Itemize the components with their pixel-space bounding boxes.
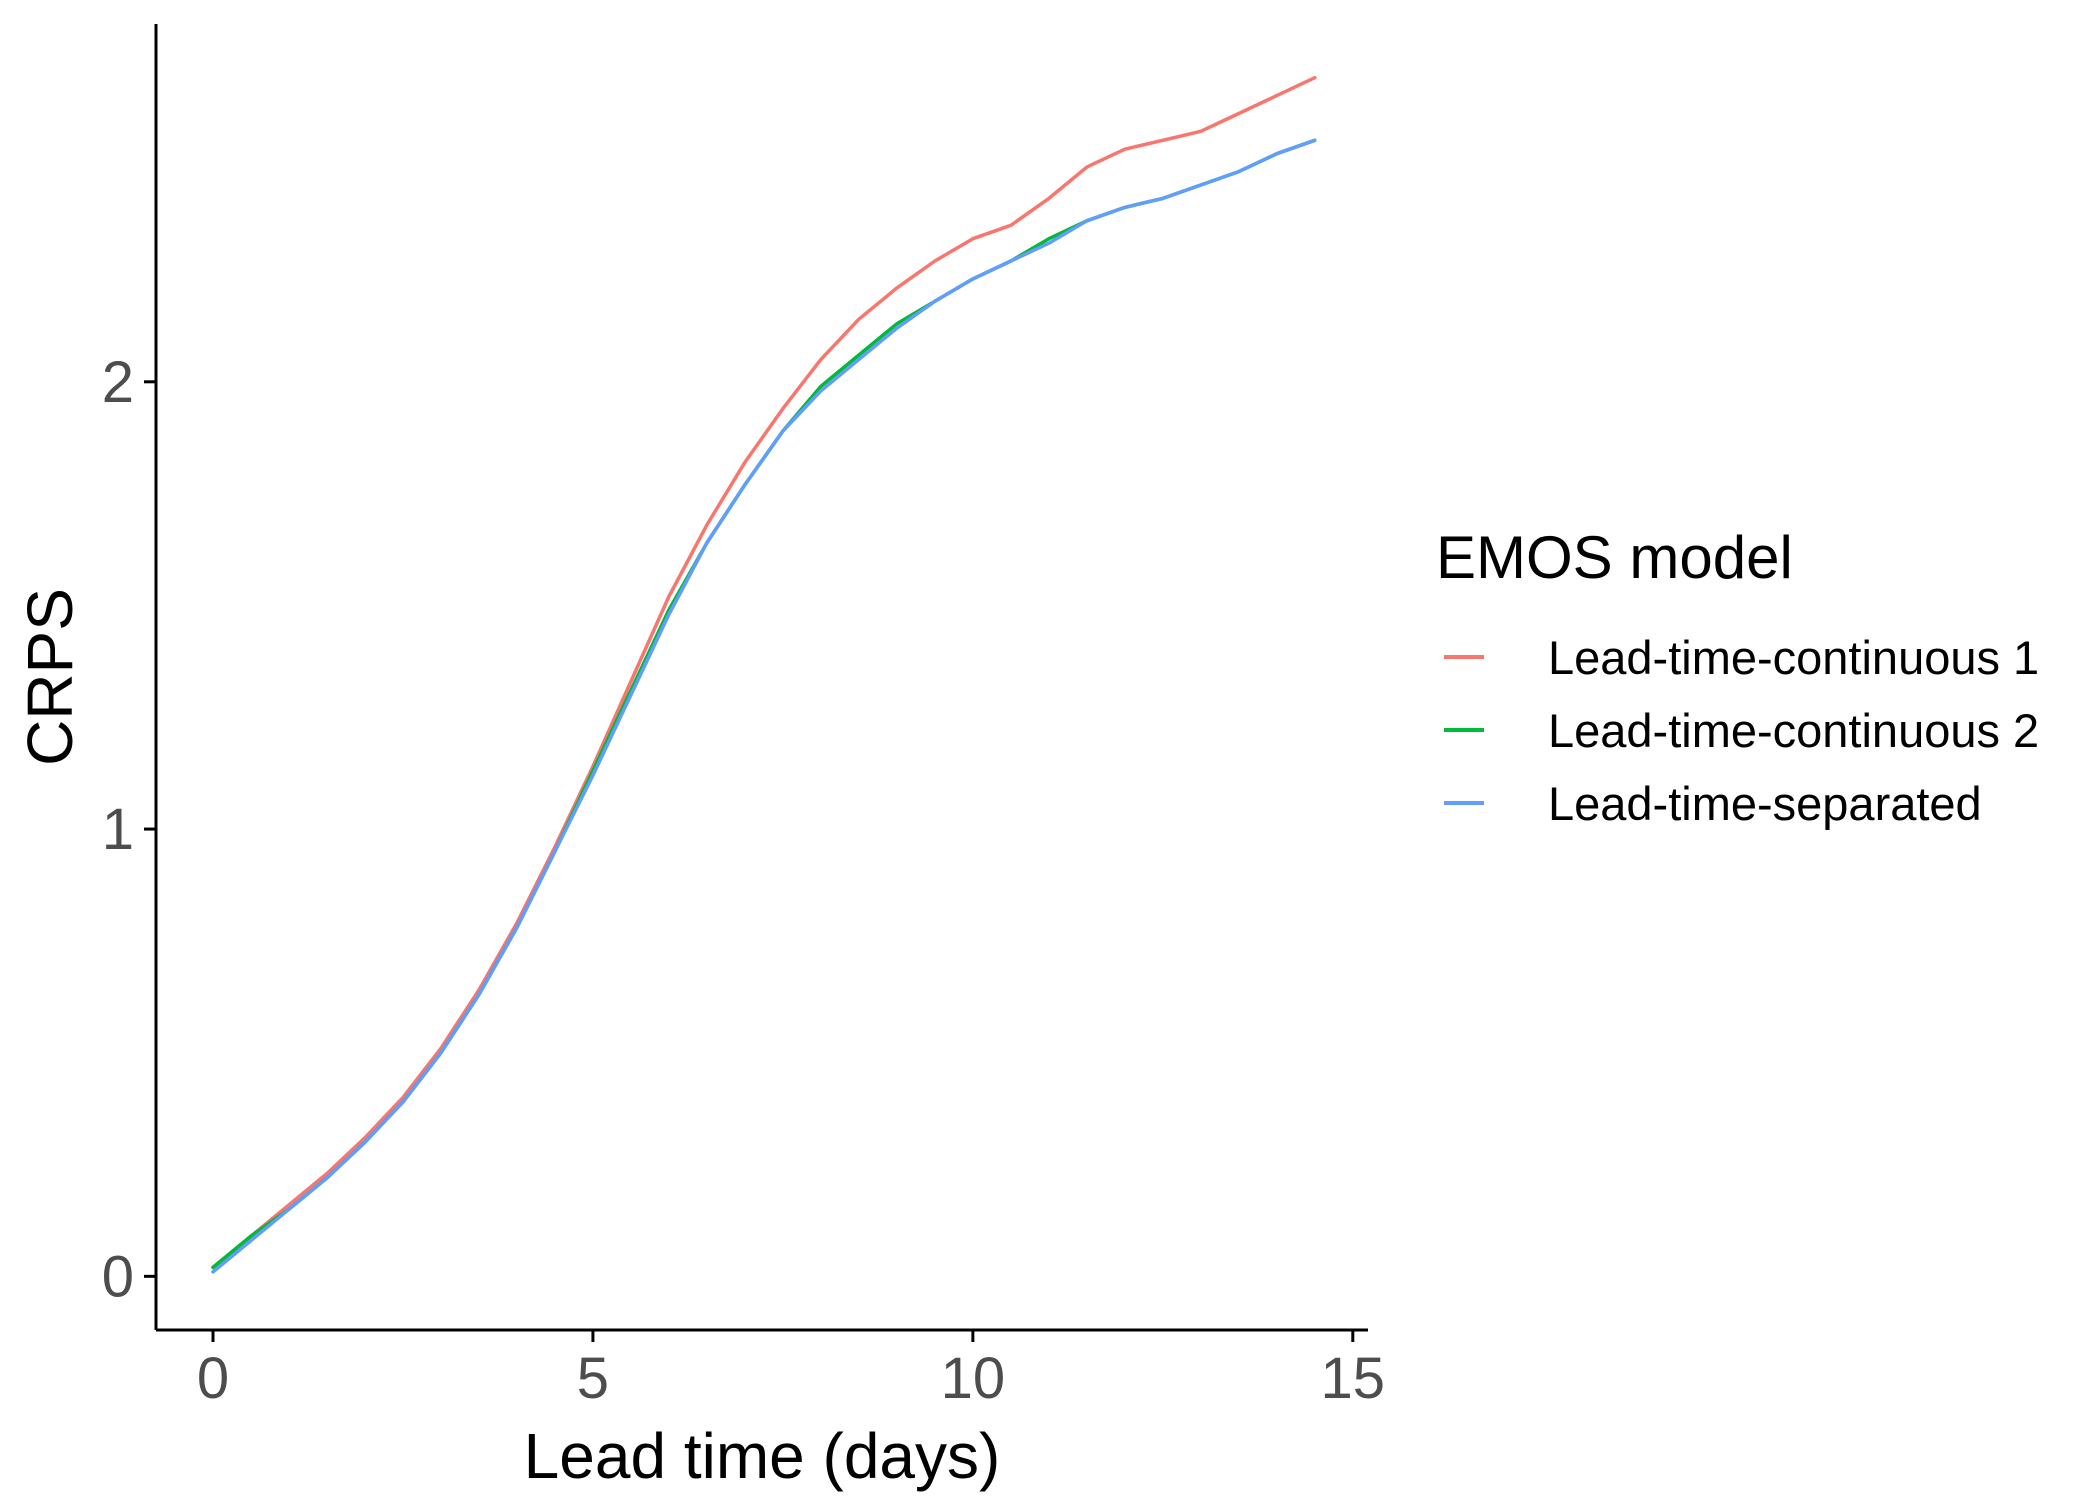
series-layer (211, 75, 1317, 1274)
legend-items: Lead-time-continuous 1 Lead-time-continuo… (1444, 631, 2039, 830)
legend-title: EMOS model (1436, 524, 1793, 591)
x-tick-label: 15 (1321, 1346, 1386, 1411)
x-tick-label: 5 (577, 1346, 609, 1411)
legend-label-1: Lead-time-continuous 1 (1548, 631, 2039, 684)
y-tick-label: 0 (102, 1244, 134, 1309)
series-line-3 (211, 138, 1317, 1274)
series-line-2 (211, 138, 1317, 1270)
y-ticks: 0 1 2 (102, 350, 156, 1309)
legend-label-2: Lead-time-continuous 2 (1548, 704, 2039, 757)
plot-area: 0 5 10 15 0 1 2 (102, 24, 1385, 1411)
x-tick-label: 10 (941, 1346, 1006, 1411)
x-axis-title: Lead time (days) (524, 1420, 1001, 1492)
legend: EMOS model Lead-time-continuous 1Lead-ti… (1436, 524, 2039, 830)
x-tick-label: 0 (197, 1346, 229, 1411)
y-axis-title: CRPS (14, 588, 86, 766)
series-line-1 (211, 75, 1317, 1270)
x-ticks: 0 5 10 15 (197, 1330, 1385, 1411)
legend-label-3: Lead-time-separated (1548, 777, 1982, 830)
y-tick-label: 1 (102, 797, 134, 862)
y-tick-label: 2 (102, 350, 134, 415)
